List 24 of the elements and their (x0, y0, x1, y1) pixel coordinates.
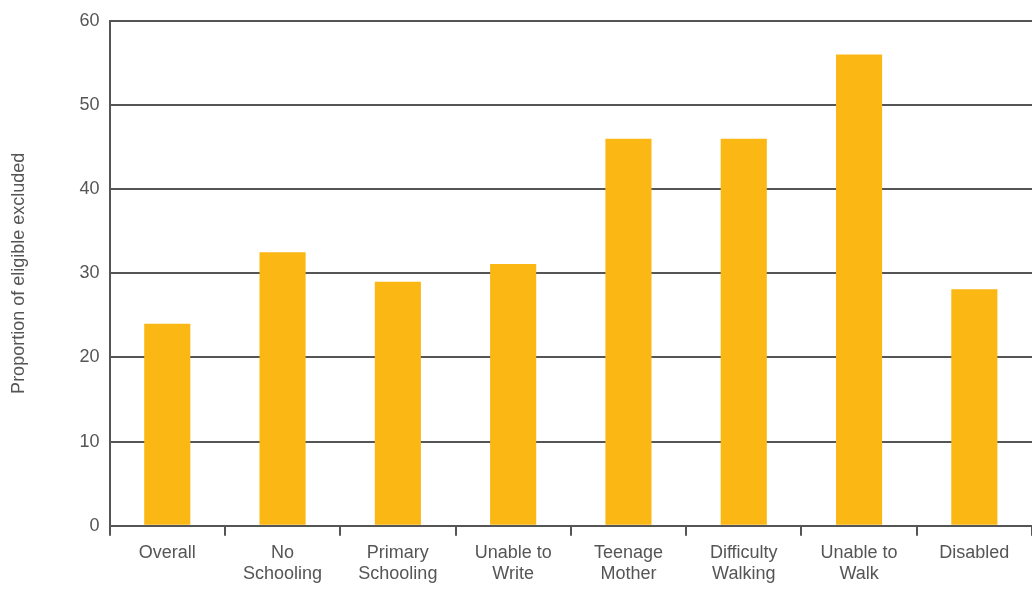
y-tick-label: 50 (79, 93, 100, 114)
x-tick-label: Difficulty Walking (709, 541, 778, 584)
bar (374, 281, 421, 525)
bar (259, 252, 306, 525)
x-tick-label: Teenage Mother (593, 541, 663, 584)
x-tick-label: Unable to Write (474, 541, 552, 584)
y-tick-label: 40 (79, 178, 100, 199)
y-tick-label: 30 (79, 262, 100, 283)
bar (490, 264, 537, 525)
x-tick-label: Primary Schooling (358, 541, 438, 584)
y-tick-label: 60 (79, 9, 100, 30)
y-axis-title: Proportion of eligible excluded (7, 152, 28, 394)
bar (951, 289, 998, 525)
bar (605, 138, 652, 525)
x-tick-label: No Schooling (243, 541, 323, 584)
bar (144, 323, 191, 525)
x-tick-label: Overall (138, 541, 196, 562)
y-tick-label: 10 (79, 430, 100, 451)
x-tick-label: Unable to Walk (820, 541, 898, 584)
x-tick-label: Disabled (939, 541, 1010, 562)
bar (836, 54, 883, 525)
y-tick-label: 0 (89, 514, 100, 535)
bar (720, 138, 767, 525)
y-tick-label: 20 (79, 346, 100, 367)
